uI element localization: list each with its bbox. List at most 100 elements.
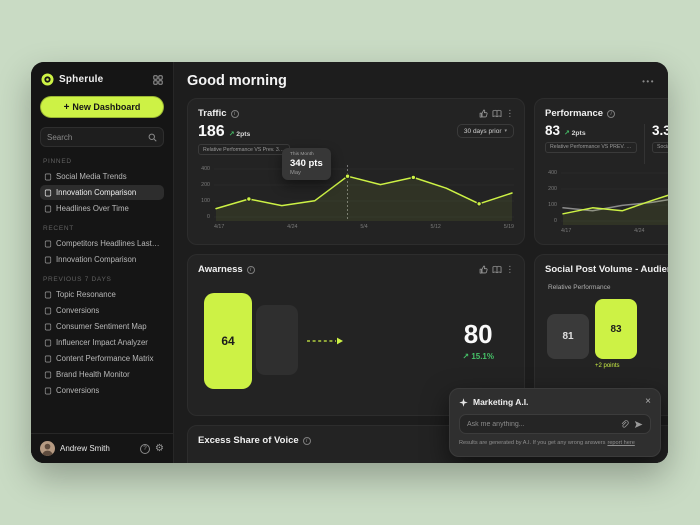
app-window: Spherule + New Dashboard PINNED Social Me… xyxy=(31,62,668,463)
report-book-icon[interactable] xyxy=(492,265,502,274)
trend-up-icon: ↗ xyxy=(564,130,570,137)
sidebar-item[interactable]: Conversions xyxy=(40,303,164,318)
ai-panel-title: Marketing A.I. xyxy=(473,397,529,408)
document-icon xyxy=(44,173,52,180)
chevron-down-icon: ▾ xyxy=(504,128,507,134)
tooltip-value: 340 pts xyxy=(290,158,323,169)
grid-layout-icon[interactable] xyxy=(153,74,163,85)
close-icon[interactable]: × xyxy=(645,396,651,408)
send-icon[interactable] xyxy=(634,420,643,429)
cards-grid: Traffic i ⋮ 186 ↗ 2pts Relative Performa… xyxy=(187,98,668,463)
greeting-title: Good morning xyxy=(187,73,287,89)
dashed-arrow-icon xyxy=(307,337,343,345)
document-icon xyxy=(44,355,52,362)
ai-input-box[interactable] xyxy=(459,414,651,435)
document-icon xyxy=(44,307,52,314)
trend-up-icon: ↗ xyxy=(462,352,470,361)
sidebar-nav: PINNED Social Media Trends Innovation Comp… xyxy=(40,149,164,433)
sidebar-item-label: Competitors Headlines Last 30 Days xyxy=(56,239,160,248)
logo-row: Spherule xyxy=(41,73,163,86)
tooltip-label: This Month xyxy=(290,152,314,157)
card-title: Excess Share of Voice xyxy=(198,435,299,446)
document-icon xyxy=(44,323,52,330)
document-icon xyxy=(44,205,52,212)
sidebar-item[interactable]: Consumer Sentiment Map xyxy=(40,319,164,334)
traffic-metric: 186 ↗ 2pts Relative Performance VS Prev.… xyxy=(198,124,290,160)
info-icon[interactable]: i xyxy=(302,436,311,445)
sidebar-item[interactable]: Innovation Comparison xyxy=(40,252,164,267)
performance-delta: 2pts xyxy=(571,130,586,137)
awareness-card: Awarness i ⋮ 64 80 xyxy=(187,254,525,416)
user-name: Andrew Smith xyxy=(60,444,110,453)
app-name: Spherule xyxy=(59,74,104,85)
range-selector[interactable]: 30 days prior ▾ xyxy=(456,124,514,138)
sidebar-section-label: RECENT xyxy=(43,225,74,232)
sidebar-item[interactable]: Headlines Over Time xyxy=(40,201,164,216)
main-header: Good morning ••• xyxy=(187,73,655,89)
settings-icon[interactable]: ⚙ xyxy=(155,442,164,454)
card-title: Traffic xyxy=(198,108,227,119)
user-row: Andrew Smith ? ⚙ xyxy=(31,433,173,463)
sidebar-item[interactable]: Competitors Headlines Last 30 Days xyxy=(40,236,164,251)
ai-disclaimer: Results are generated by A.I. If you get… xyxy=(459,440,606,447)
search-box[interactable] xyxy=(40,127,164,147)
traffic-value: 186 xyxy=(198,123,225,140)
sidebar-item[interactable]: Innovation Comparison xyxy=(40,185,164,200)
sidebar-section-label: PINNED xyxy=(43,158,72,165)
y-axis: 400 200 100 0 xyxy=(548,169,557,224)
report-link[interactable]: report here xyxy=(607,440,635,447)
awareness-from-box: 64 xyxy=(204,293,252,389)
new-dashboard-button[interactable]: + New Dashboard xyxy=(40,96,164,118)
traffic-line-chart[interactable] xyxy=(214,165,514,221)
performance-pill-2: Social Vol. VS PREV. 30 DAYS xyxy=(652,141,668,153)
card-title: Performance xyxy=(545,108,604,119)
awareness-from-value: 64 xyxy=(221,334,235,348)
document-icon xyxy=(44,189,52,196)
performance-pill-1: Relative Performance VS PREV. 30 DAYS xyxy=(545,141,637,153)
awareness-result: 80 ↗ 15.1% xyxy=(462,321,510,361)
sidebar-item[interactable]: Topic Resonance xyxy=(40,287,164,302)
thumbs-up-icon[interactable] xyxy=(479,265,488,274)
ai-input[interactable] xyxy=(467,420,615,428)
info-icon[interactable]: i xyxy=(607,109,616,118)
y-axis: 400 200 100 0 xyxy=(201,166,210,220)
sidebar: Spherule + New Dashboard PINNED Social Me… xyxy=(31,62,174,463)
card-title: Social Post Volume - Audience xyxy=(545,264,668,275)
awareness-body: 64 80 ↗ 15.1% xyxy=(198,280,514,400)
kebab-menu-icon[interactable]: ⋮ xyxy=(505,264,515,275)
thumbs-up-icon[interactable] xyxy=(479,109,488,118)
document-icon xyxy=(44,291,52,298)
sidebar-item-label: Influencer Impact Analyzer xyxy=(56,338,148,347)
sidebar-item[interactable]: Influencer Impact Analyzer xyxy=(40,335,164,350)
avatar xyxy=(40,441,55,456)
tooltip-sub: May xyxy=(290,170,301,176)
awareness-to-value: 80 xyxy=(463,319,493,349)
sidebar-item-label: Topic Resonance xyxy=(56,290,116,299)
sidebar-item[interactable]: Social Media Trends xyxy=(40,169,164,184)
trend-up-icon: ↗ xyxy=(228,131,235,138)
info-icon[interactable]: i xyxy=(246,265,255,274)
sidebar-item-label: Innovation Comparison xyxy=(56,188,137,197)
traffic-pill: Relative Performance VS Prev. 30 Days xyxy=(198,144,290,155)
sparkle-icon xyxy=(459,397,468,407)
report-book-icon[interactable] xyxy=(492,109,502,118)
info-icon[interactable]: i xyxy=(230,109,239,118)
performance-line-chart[interactable] xyxy=(561,169,668,225)
previous-value-box: 81 xyxy=(547,314,589,359)
current-value-box: 83 xyxy=(595,299,637,359)
sidebar-item[interactable]: Content Performance Matrix xyxy=(40,351,164,366)
awareness-target-shape xyxy=(256,305,298,375)
chart-tooltip: This Month 340 pts May xyxy=(282,148,331,180)
search-input[interactable] xyxy=(47,132,144,142)
sidebar-item-label: Consumer Sentiment Map xyxy=(56,322,147,331)
help-icon[interactable]: ? xyxy=(140,443,151,454)
sidebar-item[interactable]: Brand Health Monitor xyxy=(40,367,164,382)
spherule-logo-icon xyxy=(41,73,54,86)
traffic-delta: 2pts xyxy=(236,131,251,138)
attachment-icon[interactable] xyxy=(620,419,629,429)
plus-icon: + xyxy=(63,101,70,113)
more-menu-icon[interactable]: ••• xyxy=(642,76,655,86)
sidebar-item[interactable]: Conversions xyxy=(40,383,164,398)
kebab-menu-icon[interactable]: ⋮ xyxy=(505,108,515,119)
